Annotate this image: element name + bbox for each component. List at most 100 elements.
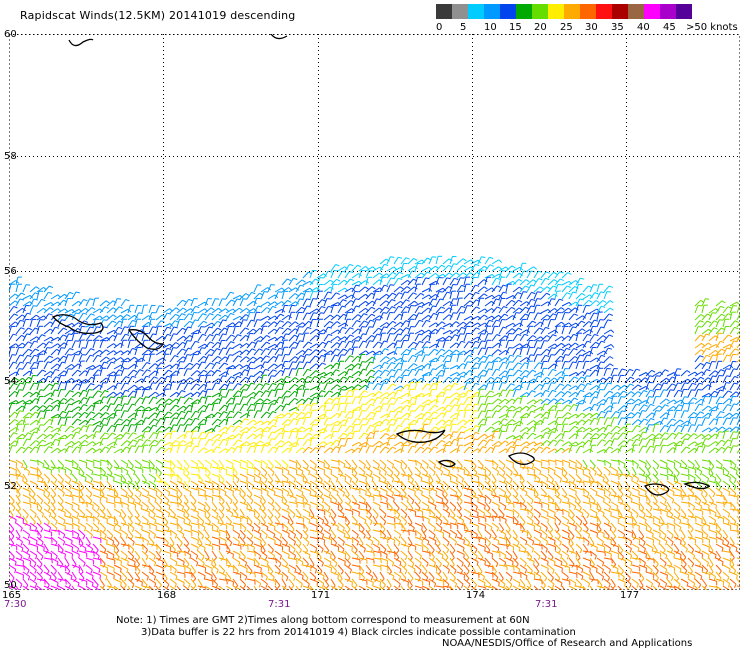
wind-barb — [554, 342, 562, 349]
wind-barb — [351, 441, 360, 447]
wind-barb-flag — [439, 375, 444, 377]
wind-barb — [253, 445, 257, 454]
wind-barb-flag — [244, 369, 249, 372]
wind-barb — [64, 417, 68, 426]
wind-barb — [113, 298, 118, 307]
wind-barb — [183, 326, 189, 335]
wind-barb — [225, 365, 234, 370]
wind-barb — [491, 392, 500, 398]
wind-barb — [463, 410, 467, 419]
wind-barb-flag — [364, 432, 369, 436]
wind-barb — [722, 343, 731, 349]
wind-barb-flag — [609, 300, 614, 304]
wind-barb-flag — [736, 301, 740, 306]
wind-barb — [568, 385, 577, 391]
wind-barb — [652, 420, 661, 426]
wind-barb — [729, 396, 733, 405]
wind-barb-flag — [99, 308, 104, 313]
wind-barb — [729, 403, 735, 412]
wind-barb — [155, 403, 161, 412]
wind-barb — [428, 305, 434, 314]
wind-barb — [197, 361, 203, 370]
wind-barb — [162, 326, 168, 335]
wind-barb — [323, 382, 328, 391]
wind-barb-flag — [329, 377, 334, 381]
wind-barb — [435, 440, 443, 447]
wind-barb-flag — [505, 448, 510, 452]
wind-barb — [652, 383, 659, 391]
wind-barb-flag — [294, 411, 299, 415]
wind-barb — [316, 277, 321, 286]
wind-barb-flag — [607, 382, 612, 385]
wind-barb-flag — [28, 348, 33, 352]
wind-barb — [106, 396, 112, 405]
wind-barb-flag — [699, 320, 704, 323]
wind-barb-flag — [572, 291, 577, 294]
wind-barb — [267, 399, 276, 405]
wind-barb — [78, 382, 83, 391]
wind-barb-flag — [278, 354, 283, 356]
wind-barb-flag — [244, 327, 250, 330]
wind-barb — [519, 427, 527, 433]
wind-barb — [190, 333, 194, 342]
wind-barb-flag — [691, 389, 696, 391]
wind-barb — [22, 432, 29, 440]
wind-barb-flag — [14, 411, 19, 415]
wind-barb — [666, 432, 673, 440]
wind-barb — [428, 368, 434, 377]
wind-barb — [386, 369, 393, 377]
wind-barb-flag — [218, 307, 222, 312]
wind-barb-flag — [210, 348, 215, 352]
wind-barb — [442, 368, 446, 377]
wind-barb — [526, 447, 534, 454]
wind-barb — [512, 343, 521, 349]
wind-barb — [414, 301, 423, 307]
wind-barb-flag — [516, 424, 521, 427]
wind-barb-flag — [180, 396, 185, 399]
wind-barb-flag — [36, 419, 40, 424]
wind-barb — [36, 291, 40, 300]
wind-barb-flag — [679, 419, 684, 423]
wind-barb-flag — [607, 424, 613, 427]
wind-barb — [582, 312, 588, 321]
wind-barb — [78, 361, 82, 370]
wind-barb — [71, 418, 78, 426]
wind-barb-flag — [131, 445, 136, 448]
wind-barb — [596, 426, 604, 433]
wind-barb-flag — [468, 389, 473, 393]
wind-barb-flag — [257, 319, 262, 321]
wind-barb — [477, 322, 486, 328]
wind-barb-flag — [20, 292, 26, 296]
wind-barb — [78, 404, 85, 412]
wind-barb — [330, 391, 338, 398]
wind-barb-flag — [405, 327, 410, 330]
wind-barb-flag — [201, 410, 206, 413]
wind-barb — [141, 375, 147, 384]
wind-barb — [365, 340, 370, 349]
wind-barb — [624, 431, 629, 440]
wind-barb-flag — [714, 370, 719, 374]
wind-barb-flag — [271, 438, 276, 440]
wind-barb — [701, 298, 706, 307]
wind-barb-flag — [663, 417, 668, 420]
wind-barb — [176, 368, 180, 377]
wind-barb — [232, 383, 239, 391]
wind-barb — [575, 419, 583, 426]
wind-barb-flag — [13, 382, 18, 386]
wind-barb — [330, 284, 334, 293]
wind-barb — [393, 389, 399, 398]
wind-barb — [519, 362, 526, 370]
wind-barb — [260, 321, 268, 328]
wind-barb — [50, 336, 59, 342]
wind-barb — [463, 305, 468, 314]
wind-barb-flag — [636, 438, 641, 441]
wind-barb — [435, 426, 443, 433]
wind-barb — [141, 369, 148, 377]
wind-barb-flag — [623, 390, 628, 394]
wind-barb — [141, 410, 145, 419]
wind-barb-flag — [405, 306, 410, 309]
wind-barb — [239, 459, 248, 464]
wind-barb — [204, 417, 208, 426]
wind-barb-flag — [160, 320, 165, 323]
wind-barb — [134, 347, 138, 356]
